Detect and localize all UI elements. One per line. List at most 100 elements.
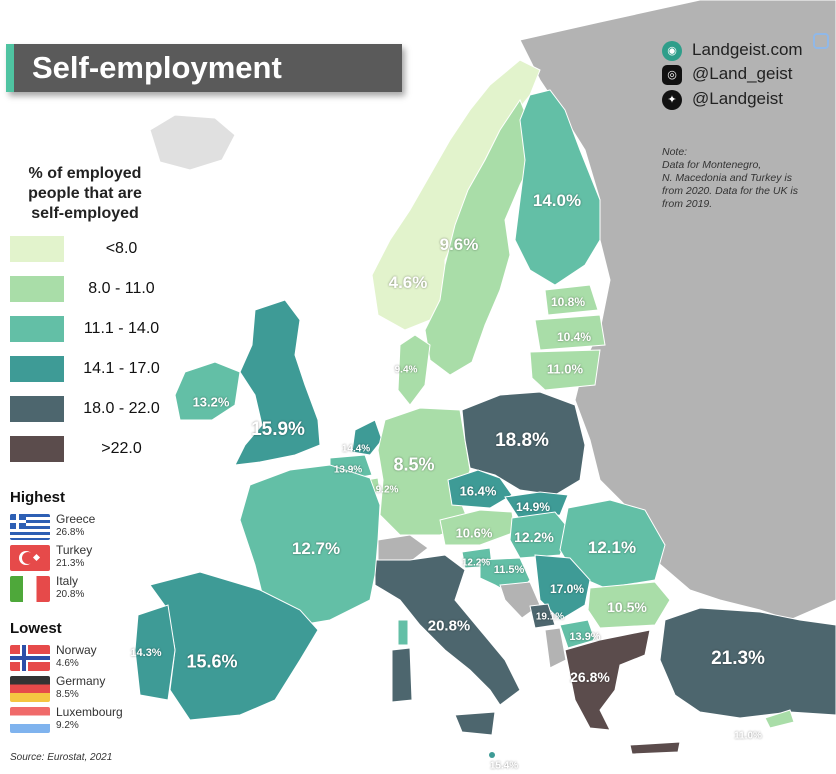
map-value-label: 20.8% <box>427 617 471 635</box>
sweden-shape <box>424 98 536 376</box>
hungary-shape <box>509 511 571 559</box>
rank-country: Germany <box>56 674 106 688</box>
map-value-label: 26.8% <box>570 669 610 685</box>
legend-title-line: self-employed <box>31 205 139 222</box>
legend-label: <8.0 <box>105 240 138 257</box>
legend-label: 8.0 - 11.0 <box>88 280 155 297</box>
note-line: from 2019. <box>662 198 713 210</box>
map-value-label: 16.4% <box>459 483 497 499</box>
denmark-shape <box>397 334 431 406</box>
map-value-label: 15.9% <box>251 419 305 440</box>
bulgaria-shape <box>587 581 671 629</box>
rank-country: Greece <box>56 512 96 526</box>
map-value-label: 10.6% <box>455 525 493 541</box>
corsica-shape <box>397 619 409 646</box>
rank-country: Italy <box>56 574 79 588</box>
map-value-label: 15.6% <box>186 651 238 672</box>
italy-shape <box>374 554 521 706</box>
instagram-handle: @Land_geist <box>692 64 793 83</box>
latvia-shape <box>534 314 606 351</box>
map-value-label: 4.6% <box>388 273 428 292</box>
twitter-icon: ✦ <box>662 90 682 110</box>
legend-label: >22.0 <box>101 440 142 457</box>
website-text: Landgeist.com <box>692 40 803 59</box>
map-value-label: 18.8% <box>495 430 549 451</box>
sicily-shape <box>454 711 496 736</box>
legend-title-line: % of employed <box>28 165 142 182</box>
turkey-shape <box>659 607 836 719</box>
ireland-shape <box>174 361 241 421</box>
map-value-label: 10.8% <box>550 295 586 309</box>
iceland-shape <box>149 114 236 171</box>
finland-shape <box>514 89 601 286</box>
netherlands-shape <box>351 419 383 456</box>
page-title: Self-employment <box>32 50 282 85</box>
portugal-shape <box>134 604 176 701</box>
map-value-label: 9.4% <box>394 364 418 376</box>
title-accent-bar <box>6 44 14 92</box>
map-value-label: 13.9% <box>333 464 363 476</box>
legend-item: <8.0 <box>10 236 170 264</box>
legend-item: 11.1 - 14.0 <box>10 316 170 344</box>
italy-flag-icon <box>10 576 50 602</box>
map-value-label: 21.3% <box>711 648 765 669</box>
note-line: Data for Montenegro, <box>662 159 762 171</box>
map-value-label: 9.2% <box>375 484 399 496</box>
legend-swatch <box>10 356 64 382</box>
map-value-label: 12.2% <box>514 529 554 545</box>
rank-country: Turkey <box>56 543 93 557</box>
map-value-label: 8.5% <box>393 454 435 475</box>
rank-value: 21.3% <box>56 558 85 569</box>
landgeist-logo-icon: ◉ <box>662 41 682 61</box>
switzerland-shape <box>377 534 429 563</box>
map-value-label: 14.9% <box>515 500 551 514</box>
legend-item: >22.0 <box>10 436 170 464</box>
map-value-label: 10.5% <box>607 599 647 615</box>
note-line: N. Macedonia and Turkey is <box>662 172 792 184</box>
cyprus-shape <box>764 709 795 729</box>
highest-heading: Highest <box>10 489 66 506</box>
map-value-label: 14.3% <box>130 647 162 659</box>
germany-flag-icon <box>10 676 50 702</box>
image-search-icon[interactable] <box>813 33 829 49</box>
rank-country: Norway <box>56 643 97 657</box>
legend-swatch <box>10 276 64 302</box>
map-value-label: 9.6% <box>439 235 479 254</box>
map-value-label: 19.1% <box>535 611 565 623</box>
legend-label: 11.1 - 14.0 <box>83 320 160 337</box>
estonia-shape <box>544 284 599 316</box>
source-note: Source: Eurostat, 2021 <box>10 752 113 763</box>
map-value-label: 15.4% <box>489 760 519 772</box>
rank-country: Luxembourg <box>56 705 123 719</box>
map-value-label: 17.0% <box>549 582 585 596</box>
instagram-icon: ◎ <box>662 65 682 85</box>
map-value-label: 12.1% <box>587 538 637 557</box>
north-macedonia-shape <box>559 619 596 649</box>
map-value-label: 13.2% <box>192 394 230 410</box>
map-value-label: 13.9% <box>569 631 601 643</box>
note-line: Note: <box>662 146 688 158</box>
map-value-label: 14.4% <box>341 443 371 455</box>
rank-value: 4.6% <box>56 658 79 669</box>
data-note: Note: Data for Montenegro, N. Macedonia … <box>662 146 832 211</box>
czechia-shape <box>447 469 513 509</box>
luxembourg-flag-icon <box>10 707 50 733</box>
legend-label: 18.0 - 22.0 <box>83 400 160 417</box>
malta-marker <box>489 752 495 758</box>
map-value-label: 11.0% <box>546 361 584 377</box>
legend-swatch <box>10 396 64 422</box>
map-value-label: 12.7% <box>291 539 341 558</box>
turkey-flag-icon <box>10 545 50 571</box>
albania-shape <box>544 627 567 669</box>
norway-flag-icon <box>10 645 50 671</box>
uk-shape <box>234 299 321 466</box>
legend-title: % of employed people that are self-emplo… <box>10 164 160 224</box>
legend-label: 14.1 - 17.0 <box>83 360 160 377</box>
rank-value: 20.8% <box>56 589 85 600</box>
legend-swatch <box>10 436 64 462</box>
rank-value: 8.5% <box>56 689 79 700</box>
russia-region <box>519 0 836 621</box>
poland-shape <box>461 391 586 496</box>
legend-swatch <box>10 316 64 342</box>
